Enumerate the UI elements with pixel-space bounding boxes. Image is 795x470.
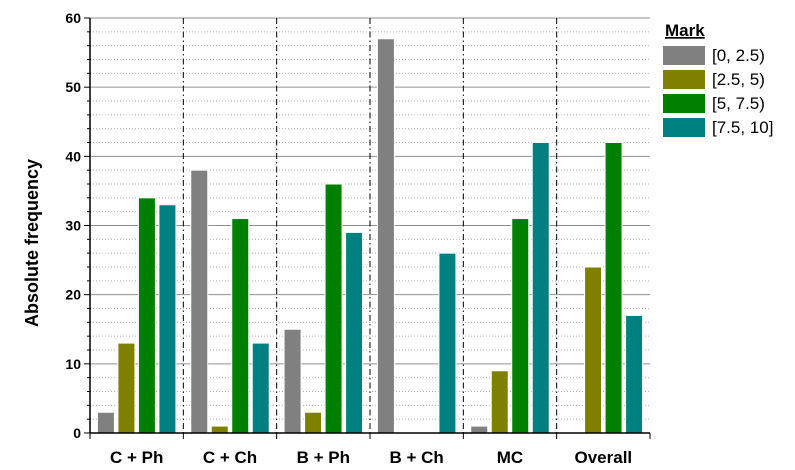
legend-label: [2.5, 5) xyxy=(712,70,765,89)
bar xyxy=(345,231,364,434)
category-label: C + Ch xyxy=(203,448,257,467)
y-axis-title: Absolute frequency xyxy=(22,159,42,327)
y-tick-label: 0 xyxy=(73,425,81,441)
y-tick-label: 10 xyxy=(65,356,81,372)
bar xyxy=(158,204,177,434)
legend-swatch xyxy=(663,46,705,65)
legend-swatch xyxy=(663,94,705,113)
bar xyxy=(251,342,270,434)
legend-label: [5, 7.5) xyxy=(712,94,765,113)
y-tick-label: 30 xyxy=(65,218,81,234)
category-label: C + Ph xyxy=(110,448,163,467)
legend: Mark [0, 2.5) [2.5, 5) [5, 7.5) [7.5, 10] xyxy=(663,21,773,137)
category-label: MC xyxy=(497,448,523,467)
bar xyxy=(96,411,115,434)
bar xyxy=(231,218,250,434)
bar xyxy=(625,314,644,434)
legend-title: Mark xyxy=(665,21,705,40)
bar xyxy=(604,142,623,434)
category-separators xyxy=(182,18,558,433)
category-label: B + Ch xyxy=(390,448,444,467)
bar xyxy=(137,197,156,434)
bar xyxy=(304,411,323,434)
bar xyxy=(283,328,302,434)
bars-layer xyxy=(96,38,644,434)
legend-label: [7.5, 10] xyxy=(712,118,773,137)
category-label: B + Ph xyxy=(297,448,350,467)
bar xyxy=(470,425,489,434)
axes-layer: 0 10 20 30 40 50 60 C + Ph C + Ch B + Ph B + Ch MC O… xyxy=(65,10,651,467)
bar xyxy=(210,425,229,434)
bar xyxy=(117,342,136,434)
y-tick-label: 40 xyxy=(65,148,81,164)
bar xyxy=(531,142,550,434)
bar xyxy=(438,252,457,434)
bar xyxy=(511,218,530,434)
legend-swatch xyxy=(663,70,705,89)
bar xyxy=(584,266,603,434)
legend-label: [0, 2.5) xyxy=(712,46,765,65)
category-label: Overall xyxy=(575,448,633,467)
y-tick-label: 60 xyxy=(65,10,81,26)
bar xyxy=(376,38,395,434)
legend-swatch xyxy=(663,118,705,137)
y-tick-label: 50 xyxy=(65,79,81,95)
bar xyxy=(324,183,343,434)
bar xyxy=(190,169,209,434)
bar xyxy=(490,370,509,434)
y-tick-label: 20 xyxy=(65,287,81,303)
